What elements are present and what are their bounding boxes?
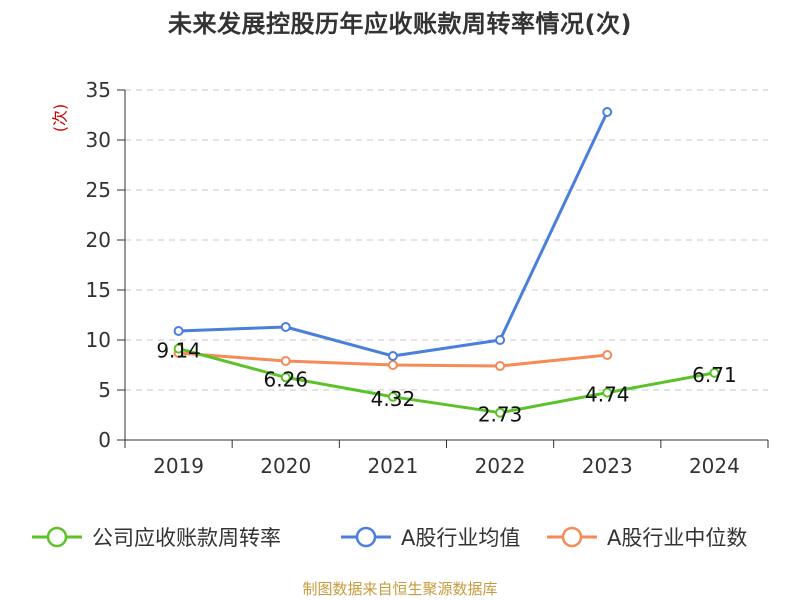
y-tick-label: 15 (86, 278, 111, 302)
data-point[interactable] (387, 391, 398, 402)
x-tick-label: 2022 (475, 454, 526, 478)
legend-marker[interactable] (561, 526, 583, 548)
legend-marker[interactable] (355, 526, 377, 548)
y-tick-label: 10 (86, 328, 111, 352)
y-tick-label: 30 (86, 128, 111, 152)
y-tick-label: 0 (98, 428, 111, 452)
legend-label[interactable]: 公司应收账款周转率 (92, 526, 281, 550)
data-point[interactable] (495, 407, 506, 418)
y-tick-label: 5 (98, 378, 111, 402)
series-line-0 (178, 347, 715, 415)
data-source-note: 制图数据来自恒生聚源数据库 (302, 580, 498, 598)
series-line-1 (178, 111, 609, 358)
data-label: 4.74 (585, 383, 630, 407)
grid-lines (125, 89, 768, 391)
x-tick-label: 2020 (260, 454, 311, 478)
data-point[interactable] (173, 326, 184, 336)
x-tick-label: 2023 (582, 454, 633, 478)
data-point[interactable] (495, 335, 506, 345)
data-labels: 9.14 6.26 4.32 2.73 4.74 6.71 (156, 339, 736, 427)
data-point[interactable] (602, 350, 613, 360)
data-point[interactable] (709, 367, 720, 378)
data-label: 6.71 (692, 363, 737, 387)
x-tick-label: 2021 (367, 454, 418, 478)
legend-label[interactable]: A股行业均值 (401, 526, 520, 550)
data-label: 2.73 (478, 403, 523, 427)
data-point[interactable] (602, 387, 613, 398)
x-tick-label: 2024 (689, 454, 740, 478)
chart-title: 未来发展控股历年应收账款周转率情况(次) (168, 10, 632, 38)
data-point[interactable] (280, 356, 291, 366)
data-point[interactable] (280, 372, 291, 383)
data-label: 4.32 (371, 387, 416, 411)
legend[interactable]: 公司应收账款周转率 A股行业均值 A股行业中位数 (32, 526, 747, 550)
data-label: 6.26 (263, 367, 308, 391)
data-point[interactable] (602, 107, 613, 117)
legend-label[interactable]: A股行业中位数 (607, 526, 747, 550)
x-tick-label: 2019 (153, 454, 204, 478)
series-group (173, 107, 720, 418)
axes: 0 5 10 15 20 25 30 35 2019 2020 2021 2022 2023 2024 (86, 78, 769, 478)
legend-marker[interactable] (46, 526, 68, 548)
y-tick-label: 20 (86, 228, 111, 252)
data-point[interactable] (387, 351, 398, 361)
data-point[interactable] (280, 322, 291, 332)
data-point[interactable] (173, 343, 184, 354)
y-tick-label: 35 (86, 78, 111, 102)
data-point[interactable] (495, 361, 506, 371)
y-tick-label: 25 (86, 178, 111, 202)
data-point[interactable] (387, 360, 398, 370)
data-label: 9.14 (156, 339, 201, 363)
